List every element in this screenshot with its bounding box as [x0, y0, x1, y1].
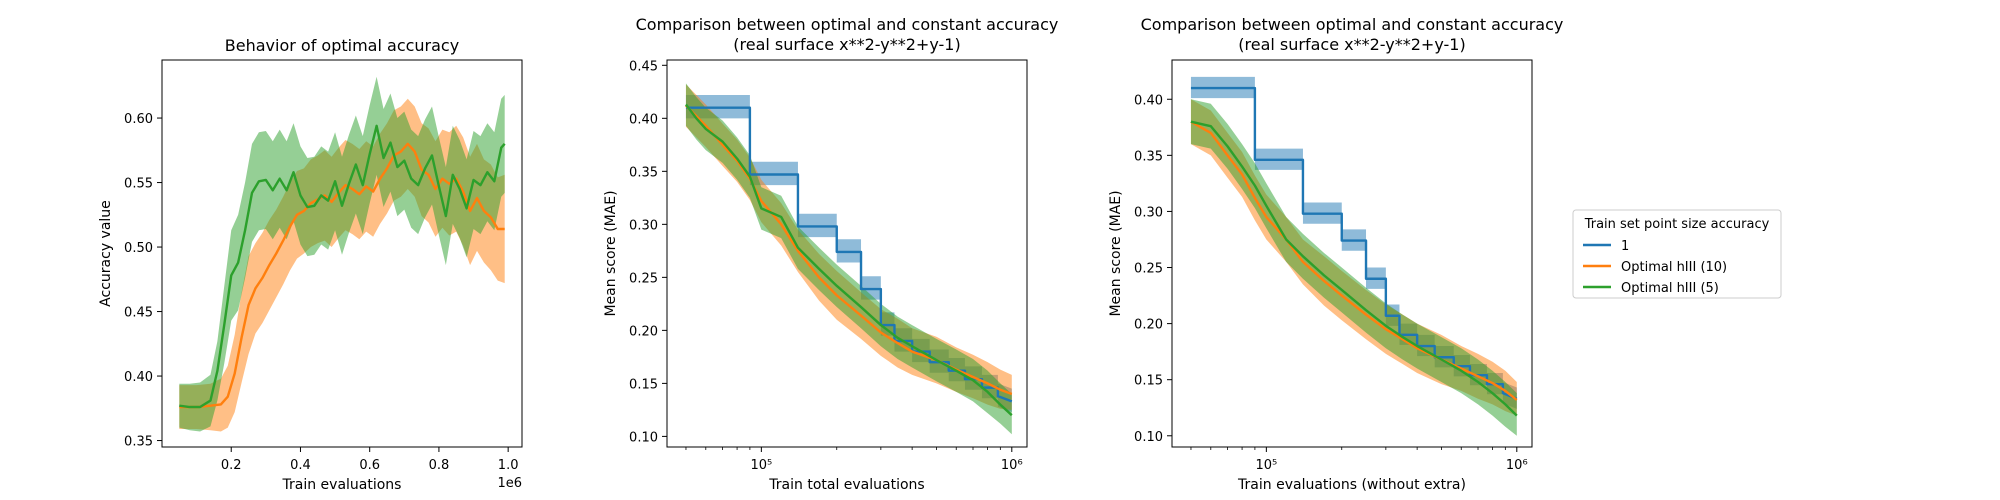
chart-title-line: Comparison between optimal and constant … — [1141, 15, 1564, 34]
plot-area — [685, 83, 1013, 435]
y-tick-label: 0.25 — [1134, 262, 1163, 277]
chart-1: 0.2 0.4 0.6 0.8 1.0 0.35 0.40 0.45 0.50 0.55 0.60 1… — [98, 36, 523, 493]
x-tick-label: 10⁶ — [1506, 458, 1528, 473]
y-axis-label: Accuracy value — [98, 200, 114, 307]
axes-frame — [666, 59, 1028, 448]
legend-label: Optimal hIII (10) — [1621, 260, 1727, 275]
x-tick-label: 0.4 — [290, 458, 311, 473]
x-offset-text: 1e6 — [497, 476, 522, 491]
axes-frame — [1171, 59, 1533, 448]
y-tick-label: 0.35 — [124, 435, 153, 450]
chart-2: 10⁵ 10⁶ 0.10 0.15 0.20 0.25 0.30 0.35 0.40 0.45 Co… — [603, 15, 1058, 493]
legend: Train set point size accuracy 1 Optimal hI… — [1572, 209, 1782, 299]
x-tick-label: 1.0 — [498, 458, 519, 473]
y-tick-label: 0.35 — [629, 165, 658, 180]
series-band-2 — [179, 76, 505, 432]
legend-label: 1 — [1621, 239, 1629, 254]
chart-title-line: (real surface x**2-y**2+y-1) — [1238, 35, 1465, 54]
y-axis-label: Mean score (MAE) — [1108, 190, 1124, 316]
series-line-1 — [179, 142, 505, 409]
y-tick-label: 0.55 — [124, 177, 153, 192]
chart-title-line: Comparison between optimal and constant … — [636, 15, 1059, 34]
y-tick-label: 0.40 — [124, 370, 153, 385]
y-tick-label: 0.10 — [1134, 430, 1163, 445]
y-tick-label: 0.40 — [629, 112, 658, 127]
x-tick-label: 10⁵ — [1255, 458, 1277, 473]
series-line-3 — [1190, 120, 1518, 417]
y-tick-label: 0.50 — [124, 241, 153, 256]
plot-area — [1190, 76, 1518, 436]
series-line-2 — [1190, 120, 1518, 401]
y-axis-label: Mean score (MAE) — [603, 190, 619, 316]
legend-title: Train set point size accuracy — [1584, 217, 1770, 232]
x-tick-label: 0.2 — [221, 458, 242, 473]
plot-area — [179, 76, 506, 432]
y-tick-label: 0.15 — [1134, 374, 1163, 389]
series-line-3 — [685, 103, 1013, 417]
series-line-1 — [1190, 86, 1518, 400]
y-tick-label: 0.45 — [629, 59, 658, 74]
chart-3: 10⁵ 10⁶ 0.10 0.15 0.20 0.25 0.30 0.35 0.40 Compar… — [1108, 15, 1563, 493]
chart-title: Comparison between optimal and constant … — [636, 15, 1059, 54]
y-tick-label: 0.20 — [629, 324, 658, 339]
x-tick-label: 10⁶ — [1001, 458, 1023, 473]
legend-label: Optimal hIII (5) — [1621, 281, 1719, 296]
x-tick-label: 0.8 — [429, 458, 450, 473]
series-band-3 — [1190, 99, 1517, 436]
y-tick-label: 0.35 — [1134, 149, 1163, 164]
y-tick-label: 0.15 — [629, 377, 658, 392]
x-tick-label: 0.6 — [359, 458, 380, 473]
y-tick-label: 0.30 — [1134, 205, 1163, 220]
legend-box — [1572, 209, 1782, 299]
y-tick-label: 0.40 — [1134, 93, 1163, 108]
chart-title: Behavior of optimal accuracy — [225, 36, 459, 55]
series-line-2 — [179, 124, 506, 409]
chart-title: Comparison between optimal and constant … — [1141, 15, 1564, 54]
y-tick-label: 0.10 — [629, 430, 658, 445]
series-band-3 — [685, 83, 1012, 435]
y-tick-label: 0.25 — [629, 271, 658, 286]
x-axis-label: Train evaluations — [282, 477, 402, 493]
y-tick-label: 0.30 — [629, 218, 658, 233]
x-tick-label: 10⁵ — [750, 458, 772, 473]
x-axis-label: Train total evaluations — [768, 477, 924, 493]
y-tick-label: 0.20 — [1134, 318, 1163, 333]
y-tick-label: 0.45 — [124, 306, 153, 321]
axes-frame — [161, 59, 523, 448]
series-line-2 — [685, 104, 1013, 396]
chart-title-line: (real surface x**2-y**2+y-1) — [733, 35, 960, 54]
x-axis-label: Train evaluations (without extra) — [1237, 477, 1466, 493]
y-tick-label: 0.60 — [124, 112, 153, 127]
